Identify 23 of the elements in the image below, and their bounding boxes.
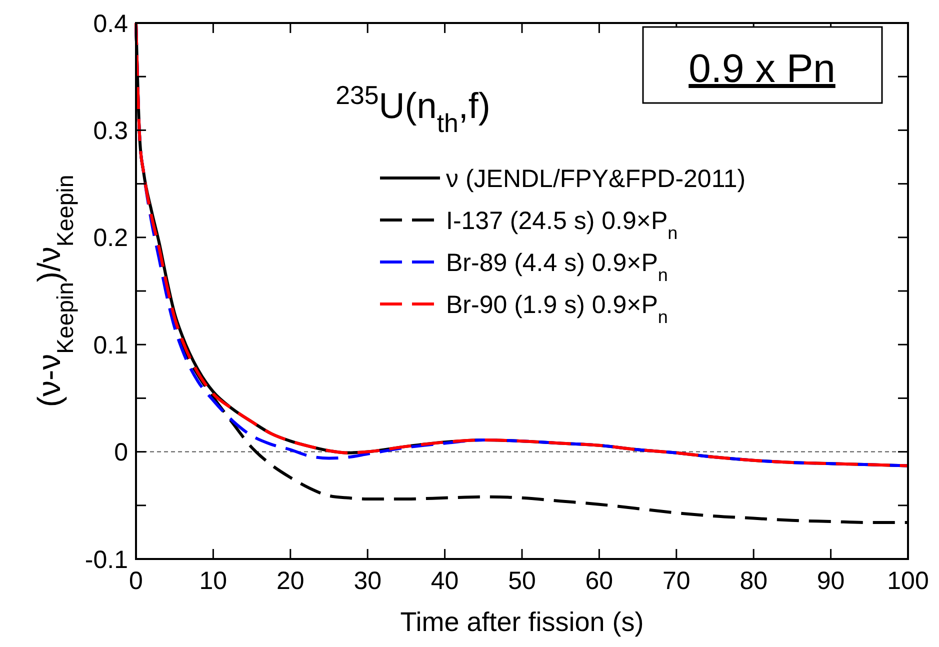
x-tick-label: 30 xyxy=(354,567,382,595)
y-tick-label: 0 xyxy=(114,438,128,467)
x-tick-label: 20 xyxy=(276,567,304,595)
legend-label: I-137 (24.5 s) 0.9×P$_{n}$ xyxy=(446,206,678,243)
x-tick-label: 70 xyxy=(662,567,690,595)
x-tick-label: 10 xyxy=(199,567,228,595)
annotation: $^{235}$U(n$_{th}$,f) xyxy=(336,82,490,138)
y-tick-label: 0.2 xyxy=(93,224,128,252)
x-tick-label: 100 xyxy=(887,567,929,595)
y-tick-label: 0.4 xyxy=(93,10,128,38)
x-tick-label: 50 xyxy=(508,567,536,595)
legend-label: Br-89 (4.4 s) 0.9×P$_{n}$ xyxy=(446,248,668,285)
x-tick-label: 60 xyxy=(585,567,614,595)
legend-label: Br-90 (1.9 s) 0.9×P$_{n}$ xyxy=(446,290,668,327)
y-tick-label: -0.1 xyxy=(84,546,128,574)
annotation: 0.9 x Pn xyxy=(688,47,836,91)
x-tick-label: 90 xyxy=(816,567,845,595)
x-tick-label: 40 xyxy=(430,567,459,595)
x-axis-title: Time after fission (s) xyxy=(400,607,644,637)
x-tick-label: 80 xyxy=(740,567,768,595)
y-tick-label: 0.1 xyxy=(93,331,128,360)
y-tick-label: 0.3 xyxy=(93,116,128,145)
legend-label: ν (JENDL/FPY&FPD-2011) xyxy=(446,164,746,193)
